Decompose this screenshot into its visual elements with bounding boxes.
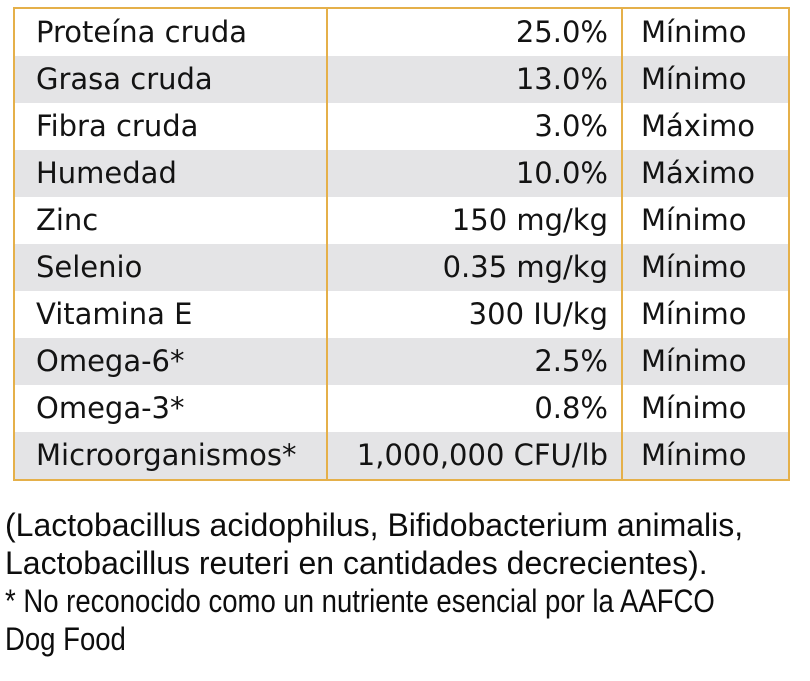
- value-cell: 3.0%: [328, 103, 623, 150]
- value-cell: 0.35 mg/kg: [328, 244, 623, 291]
- aafco-note-line-1: * No reconocido como un nutriente esenci…: [5, 582, 810, 620]
- probiotics-note-line-2: Lactobacillus reuteri en cantidades decr…: [5, 545, 708, 581]
- footnotes: (Lactobacillus acidophilus, Bifidobacter…: [5, 506, 810, 658]
- nutrient-cell: Humedad: [15, 150, 328, 197]
- value-cell: 300 IU/kg: [328, 291, 623, 338]
- table-row: Proteína cruda 25.0% Mínimo: [15, 9, 788, 56]
- guaranteed-analysis-table: Proteína cruda 25.0% Mínimo Grasa cruda …: [13, 7, 790, 481]
- table-row: Omega-6* 2.5% Mínimo: [15, 338, 788, 385]
- value-cell: 1,000,000 CFU/lb: [328, 432, 623, 479]
- nutrient-cell: Omega-3*: [15, 385, 328, 432]
- table-row: Microorganismos* 1,000,000 CFU/lb Mínimo: [15, 432, 788, 479]
- qualifier-cell: Mínimo: [641, 344, 747, 378]
- table-row: Humedad 10.0% Máximo: [15, 150, 788, 197]
- qualifier-cell: Mínimo: [641, 250, 747, 284]
- qualifier-cell: Mínimo: [641, 438, 747, 472]
- nutrient-cell: Fibra cruda: [15, 103, 328, 150]
- qualifier-cell: Mínimo: [641, 297, 747, 331]
- nutrient-cell: Grasa cruda: [15, 56, 328, 103]
- value-cell: 25.0%: [328, 9, 623, 56]
- value-cell: 13.0%: [328, 56, 623, 103]
- value-cell: 10.0%: [328, 150, 623, 197]
- probiotics-note-line-1: (Lactobacillus acidophilus, Bifidobacter…: [5, 507, 744, 543]
- nutrient-cell: Zinc: [15, 197, 328, 244]
- nutrient-cell: Microorganismos*: [15, 432, 328, 479]
- table-row: Omega-3* 0.8% Mínimo: [15, 385, 788, 432]
- value-cell: 150 mg/kg: [328, 197, 623, 244]
- value-cell: 2.5%: [328, 338, 623, 385]
- table-row: Fibra cruda 3.0% Máximo: [15, 103, 788, 150]
- qualifier-cell: Mínimo: [641, 391, 747, 425]
- qualifier-cell: Mínimo: [641, 62, 747, 96]
- table-row: Grasa cruda 13.0% Mínimo: [15, 56, 788, 103]
- nutrient-cell: Vitamina E: [15, 291, 328, 338]
- qualifier-cell: Máximo: [641, 109, 756, 143]
- table-row: Vitamina E 300 IU/kg Mínimo: [15, 291, 788, 338]
- aafco-note-text-2: Dog Food: [5, 621, 126, 657]
- aafco-note-text-1: * No reconocido como un nutriente esenci…: [5, 583, 715, 619]
- nutrient-cell: Omega-6*: [15, 338, 328, 385]
- aafco-note-line-2: Dog Food: [5, 620, 810, 658]
- nutrient-cell: Proteína cruda: [15, 9, 328, 56]
- qualifier-cell: Mínimo: [641, 203, 747, 237]
- table-row: Selenio 0.35 mg/kg Mínimo: [15, 244, 788, 291]
- value-cell: 0.8%: [328, 385, 623, 432]
- qualifier-cell: Máximo: [641, 156, 756, 190]
- table-row: Zinc 150 mg/kg Mínimo: [15, 197, 788, 244]
- nutrient-cell: Selenio: [15, 244, 328, 291]
- qualifier-cell: Mínimo: [641, 15, 747, 49]
